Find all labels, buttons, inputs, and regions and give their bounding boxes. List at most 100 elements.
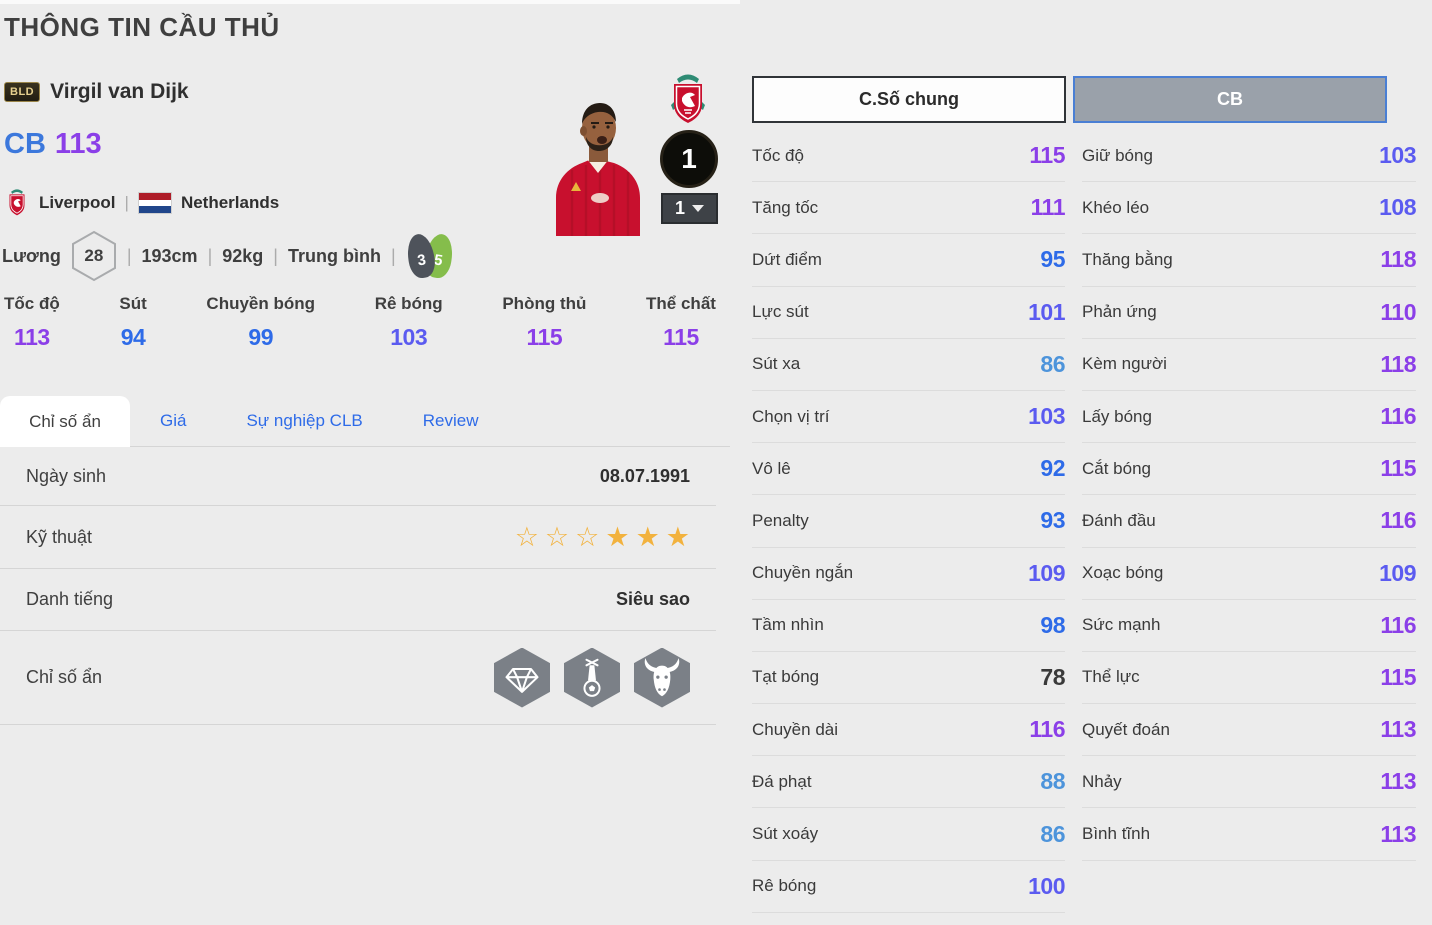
summary-stat-cell: Chuyền bóng 99 — [206, 294, 315, 351]
stat-column-left: Tốc độ 115 Tăng tốc 111 Dứt điểm 95 Lực … — [752, 130, 1066, 913]
stat-label: Kèm người — [1082, 354, 1167, 374]
stat-label: Cắt bóng — [1082, 458, 1151, 478]
salary-badge: 28 — [71, 230, 117, 282]
stat-label: Tạt bóng — [752, 667, 820, 687]
separator: | — [390, 245, 396, 266]
bld-badge: BLD — [4, 82, 41, 102]
page-title: THÔNG TIN CẦU THỦ — [4, 12, 280, 42]
stat-row: Đá phạt 88 — [752, 756, 1065, 809]
stat-label: Phản ứng — [1082, 302, 1157, 322]
summary-stat-label: Chuyền bóng — [206, 294, 316, 313]
summary-stat-cell: Rê bóng 103 — [375, 294, 443, 351]
stat-row: Tăng tốc 111 — [752, 182, 1066, 235]
player-photo — [556, 103, 640, 236]
weight-value: 92kg — [222, 245, 264, 266]
summary-stat-label: Phòng thủ — [502, 294, 587, 313]
stat-label: Quyết đoán — [1082, 719, 1170, 739]
stat-row: Kèm người 118 — [1082, 339, 1416, 391]
tab-club-career[interactable]: Sự nghiệp CLB — [246, 411, 363, 430]
summary-stat-value: 99 — [248, 324, 274, 350]
stat-row: Thăng bằng 118 — [1082, 234, 1416, 287]
hidden-traits-label: Chỉ số ẩn — [26, 667, 103, 687]
netherlands-flag-icon — [137, 192, 172, 214]
stat-value: 92 — [1040, 455, 1065, 482]
stat-label: Rê bóng — [752, 876, 817, 896]
stat-value: 116 — [1380, 403, 1416, 430]
player-meta-row: Lương 28 | 193cm | 92kg | Trung bình | 3… — [2, 230, 455, 282]
stat-label: Tầm nhìn — [752, 615, 824, 635]
stat-row: Chuyền ngắn 109 — [752, 548, 1065, 600]
hidden-info-table: Ngày sinh 08.07.1991 Kỹ thuật ☆ ☆ ☆ ★ ★ ★ Dan… — [0, 447, 716, 725]
stat-value: 100 — [1028, 872, 1065, 899]
player-rating: 113 — [54, 128, 102, 160]
salary-label: Lương — [2, 245, 61, 266]
stat-label: Xoạc bóng — [1082, 563, 1164, 583]
stat-label: Tăng tốc — [752, 197, 819, 217]
stat-row: Chuyền dài 116 — [752, 704, 1065, 757]
stat-value: 115 — [1380, 455, 1416, 482]
stat-tab-general[interactable]: C.Số chung — [752, 76, 1066, 123]
separator: | — [273, 245, 278, 266]
stat-row: Dứt điểm 95 — [752, 234, 1065, 287]
stat-row: Chọn vị trí 103 — [752, 391, 1065, 444]
stat-row: Nhảy 113 — [1082, 756, 1416, 809]
stat-row: Thể lực 115 — [1082, 652, 1416, 705]
summary-stat-value: 113 — [14, 324, 50, 350]
stat-value: 109 — [1379, 559, 1416, 586]
stat-row: Sút xa 86 — [752, 339, 1065, 391]
chevron-down-icon — [692, 205, 704, 212]
enhance-level-badge: 1 — [660, 130, 718, 188]
summary-stat-label: Rê bóng — [374, 294, 443, 313]
stat-value: 113 — [1380, 820, 1416, 847]
liverpool-crest-large-icon — [671, 74, 705, 123]
stat-value: 109 — [1028, 559, 1065, 586]
liverpool-crest-icon — [9, 189, 25, 216]
stat-label: Vô lê — [752, 458, 791, 478]
stat-label: Tốc độ — [752, 145, 804, 165]
stat-row: Đánh đầu 116 — [1082, 495, 1416, 548]
stat-row: Lấy bóng 116 — [1082, 391, 1416, 444]
hidden-trait-icons — [494, 647, 690, 708]
player-name: Virgil van Dijk — [50, 80, 189, 103]
stat-label: Khéo léo — [1082, 197, 1150, 217]
stat-value: 95 — [1040, 246, 1065, 273]
stat-value: 98 — [1040, 611, 1065, 638]
stat-row: Tạt bóng 78 — [752, 652, 1065, 705]
stat-value: 103 — [1028, 403, 1065, 430]
summary-stat-cell: Tốc độ 113 — [4, 294, 60, 351]
power-shot-icon — [564, 647, 620, 708]
star-empty-icon: ☆ — [514, 521, 539, 552]
stat-value: 78 — [1040, 663, 1065, 690]
stat-row: Xoạc bóng 109 — [1082, 548, 1416, 600]
tab-review[interactable]: Review — [422, 411, 479, 430]
stat-label: Chuyền dài — [752, 719, 839, 739]
stat-tab-position[interactable]: CB — [1073, 76, 1387, 123]
stat-row: Penalty 93 — [752, 495, 1065, 548]
tab-hidden-stats[interactable]: Chỉ số ẩn — [0, 396, 130, 447]
level-dropdown[interactable]: 1 — [661, 193, 718, 224]
stat-value: 115 — [1029, 142, 1065, 169]
stat-row: Bình tĩnh 113 — [1082, 808, 1416, 861]
birthdate-label: Ngày sinh — [26, 465, 107, 486]
birthdate-row: Ngày sinh 08.07.1991 — [0, 447, 716, 506]
summary-stat-label: Tốc độ — [4, 294, 60, 313]
stat-label: Dứt điểm — [752, 249, 822, 269]
star-filled-icon: ★ — [665, 521, 690, 552]
stat-label: Thăng bằng — [1082, 249, 1173, 269]
buffalo-icon — [634, 647, 690, 708]
tab-price[interactable]: Giá — [160, 411, 187, 430]
stat-value: 88 — [1040, 768, 1065, 795]
skill-label: Kỹ thuật — [26, 526, 93, 547]
stat-value: 101 — [1028, 298, 1065, 325]
club-nation-row: Liverpool | Netherlands — [4, 188, 279, 218]
stat-row: Quyết đoán 113 — [1082, 704, 1416, 757]
star-empty-icon: ☆ — [575, 521, 600, 552]
stat-row: Giữ bóng 103 — [1082, 130, 1416, 183]
stat-label: Đánh đầu — [1082, 510, 1156, 530]
skill-stars: ☆ ☆ ☆ ★ ★ ★ — [514, 521, 690, 552]
stat-value: 116 — [1029, 716, 1065, 743]
stat-value: 115 — [1380, 663, 1416, 690]
stat-value: 113 — [1380, 716, 1416, 743]
enhance-level-value: 1 — [681, 143, 697, 174]
star-filled-icon: ★ — [635, 521, 660, 552]
